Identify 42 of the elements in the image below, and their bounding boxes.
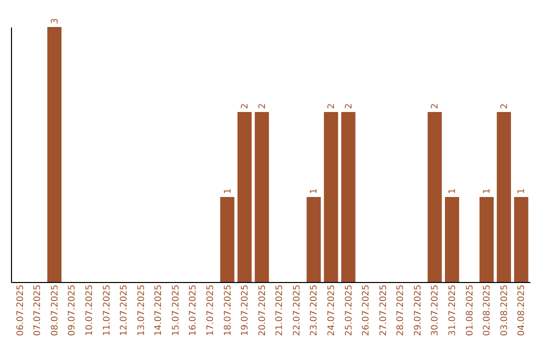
x-tick-label: 28.07.2025 <box>396 284 406 336</box>
x-tick-label: 25.07.2025 <box>344 284 354 336</box>
data-label: 1 <box>482 188 493 194</box>
x-tick-label: 31.07.2025 <box>448 284 458 336</box>
x-tick-label: 16.07.2025 <box>188 284 199 336</box>
x-tick-label: 11.07.2025 <box>102 284 112 336</box>
data-label: 2 <box>430 103 441 109</box>
data-label: 1 <box>223 188 234 194</box>
x-tick-label: 27.07.2025 <box>378 284 389 336</box>
data-label: 2 <box>344 103 354 109</box>
x-tick-label: 29.07.2025 <box>413 284 424 336</box>
x-tick-label: 21.07.2025 <box>275 284 286 336</box>
x-tick-label: 22.07.2025 <box>292 284 302 336</box>
x-tick-label: 01.08.2025 <box>465 284 476 336</box>
x-tick-label: 04.08.2025 <box>517 284 528 336</box>
data-label: 2 <box>500 103 510 109</box>
x-tick-label: 14.07.2025 <box>154 284 164 336</box>
x-tick-label: 06.07.2025 <box>16 284 26 336</box>
data-label: 1 <box>517 188 528 194</box>
data-label: 3 <box>50 18 60 24</box>
x-tick-label: 26.07.2025 <box>362 284 372 336</box>
x-tick-label: 30.07.2025 <box>430 284 441 336</box>
data-label: 1 <box>310 188 320 194</box>
x-tick-label: 10.07.2025 <box>84 284 95 336</box>
x-tick-label: 12.07.2025 <box>120 284 130 336</box>
data-label: 2 <box>240 103 251 109</box>
data-label: 1 <box>448 188 458 194</box>
x-tick-label: 15.07.2025 <box>171 284 182 336</box>
x-tick-label: 09.07.2025 <box>68 284 78 336</box>
x-tick-label: 17.07.2025 <box>206 284 216 336</box>
x-tick-label: 24.07.2025 <box>327 284 338 336</box>
x-tick-label: 03.08.2025 <box>500 284 510 336</box>
x-tick-label: 23.07.2025 <box>310 284 320 336</box>
x-tick-label: 08.07.2025 <box>50 284 60 336</box>
x-tick-label: 02.08.2025 <box>482 284 493 336</box>
x-tick-label: 20.07.2025 <box>258 284 268 336</box>
data-label: 2 <box>327 103 338 109</box>
x-tick-label: 19.07.2025 <box>240 284 251 336</box>
x-tick-label: 18.07.2025 <box>223 284 234 336</box>
data-label: 2 <box>258 103 268 109</box>
x-tick-label: 07.07.2025 <box>33 284 44 336</box>
x-tick-label: 13.07.2025 <box>136 284 147 336</box>
